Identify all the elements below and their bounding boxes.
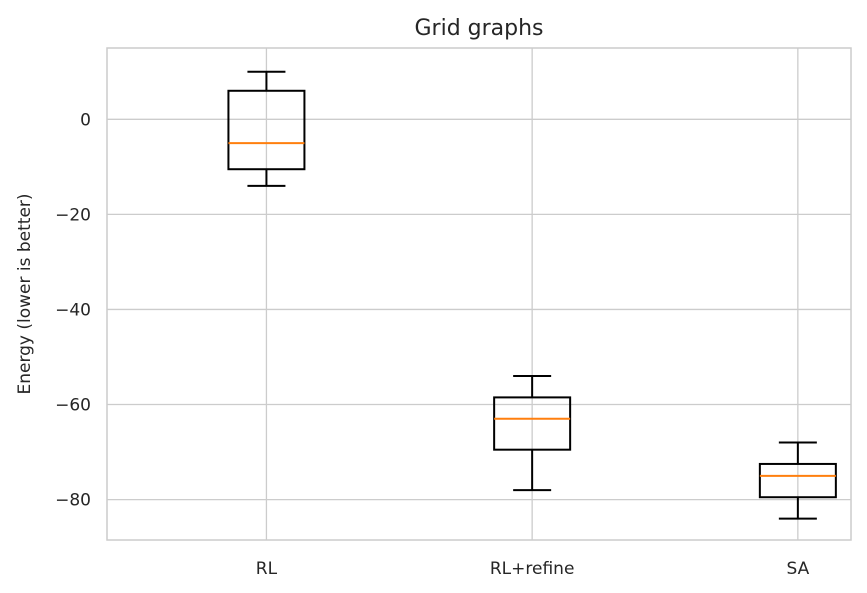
- y-tick-label: 0: [80, 110, 91, 130]
- x-tick-label: RL: [256, 559, 278, 579]
- x-axis-ticks: RL RL+refine SA: [256, 559, 810, 579]
- y-tick-label: −40: [55, 300, 91, 320]
- x-tick-label: RL+refine: [490, 559, 575, 579]
- grid-lines: [107, 48, 851, 540]
- box-series: [227, 70, 837, 520]
- y-axis-ticks: 0 −20 −40 −60 −80: [55, 110, 91, 510]
- y-tick-label: −20: [55, 205, 91, 225]
- box-sa: [758, 441, 837, 520]
- box-rl: [227, 70, 306, 187]
- iqr-box: [758, 462, 837, 499]
- iqr-box: [227, 89, 306, 171]
- plot-frame: [106, 47, 852, 541]
- y-axis-label: Energy (lower is better): [15, 193, 35, 394]
- x-tick-label: SA: [786, 559, 809, 579]
- iqr-box: [493, 396, 572, 451]
- chart-title: Grid graphs: [414, 16, 543, 41]
- y-tick-label: −60: [55, 396, 91, 416]
- box-rl-refine: [493, 375, 572, 492]
- y-tick-label: −80: [55, 491, 91, 511]
